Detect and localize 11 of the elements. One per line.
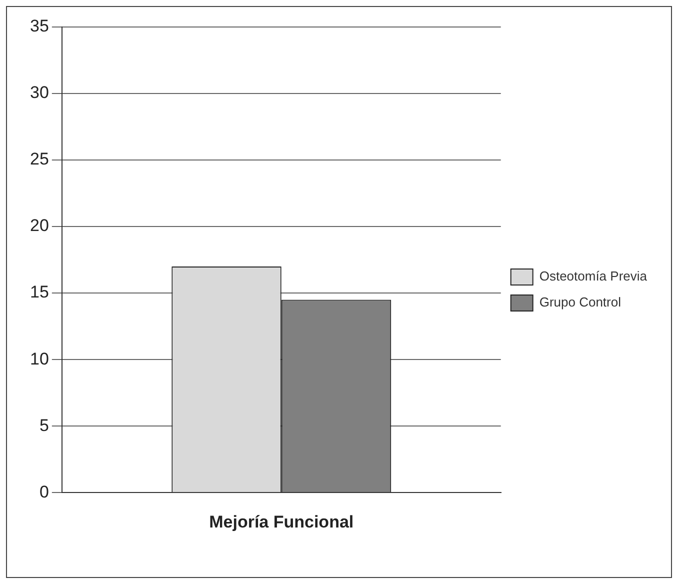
y-tick-label: 10 bbox=[30, 349, 49, 368]
y-tick-label: 15 bbox=[30, 282, 49, 302]
y-tick-label: 25 bbox=[30, 150, 49, 169]
y-tick-label: 35 bbox=[30, 16, 49, 36]
x-tick-label: Mejoría Funcional bbox=[209, 512, 354, 532]
y-tick-label: 0 bbox=[39, 482, 49, 502]
legend-label: Osteotomía Previa bbox=[539, 268, 648, 284]
y-tick-label: 20 bbox=[30, 216, 49, 236]
y-tick-label: 5 bbox=[39, 416, 49, 435]
legend-label: Grupo Control bbox=[539, 294, 622, 310]
y-tick-label: 30 bbox=[30, 83, 49, 102]
